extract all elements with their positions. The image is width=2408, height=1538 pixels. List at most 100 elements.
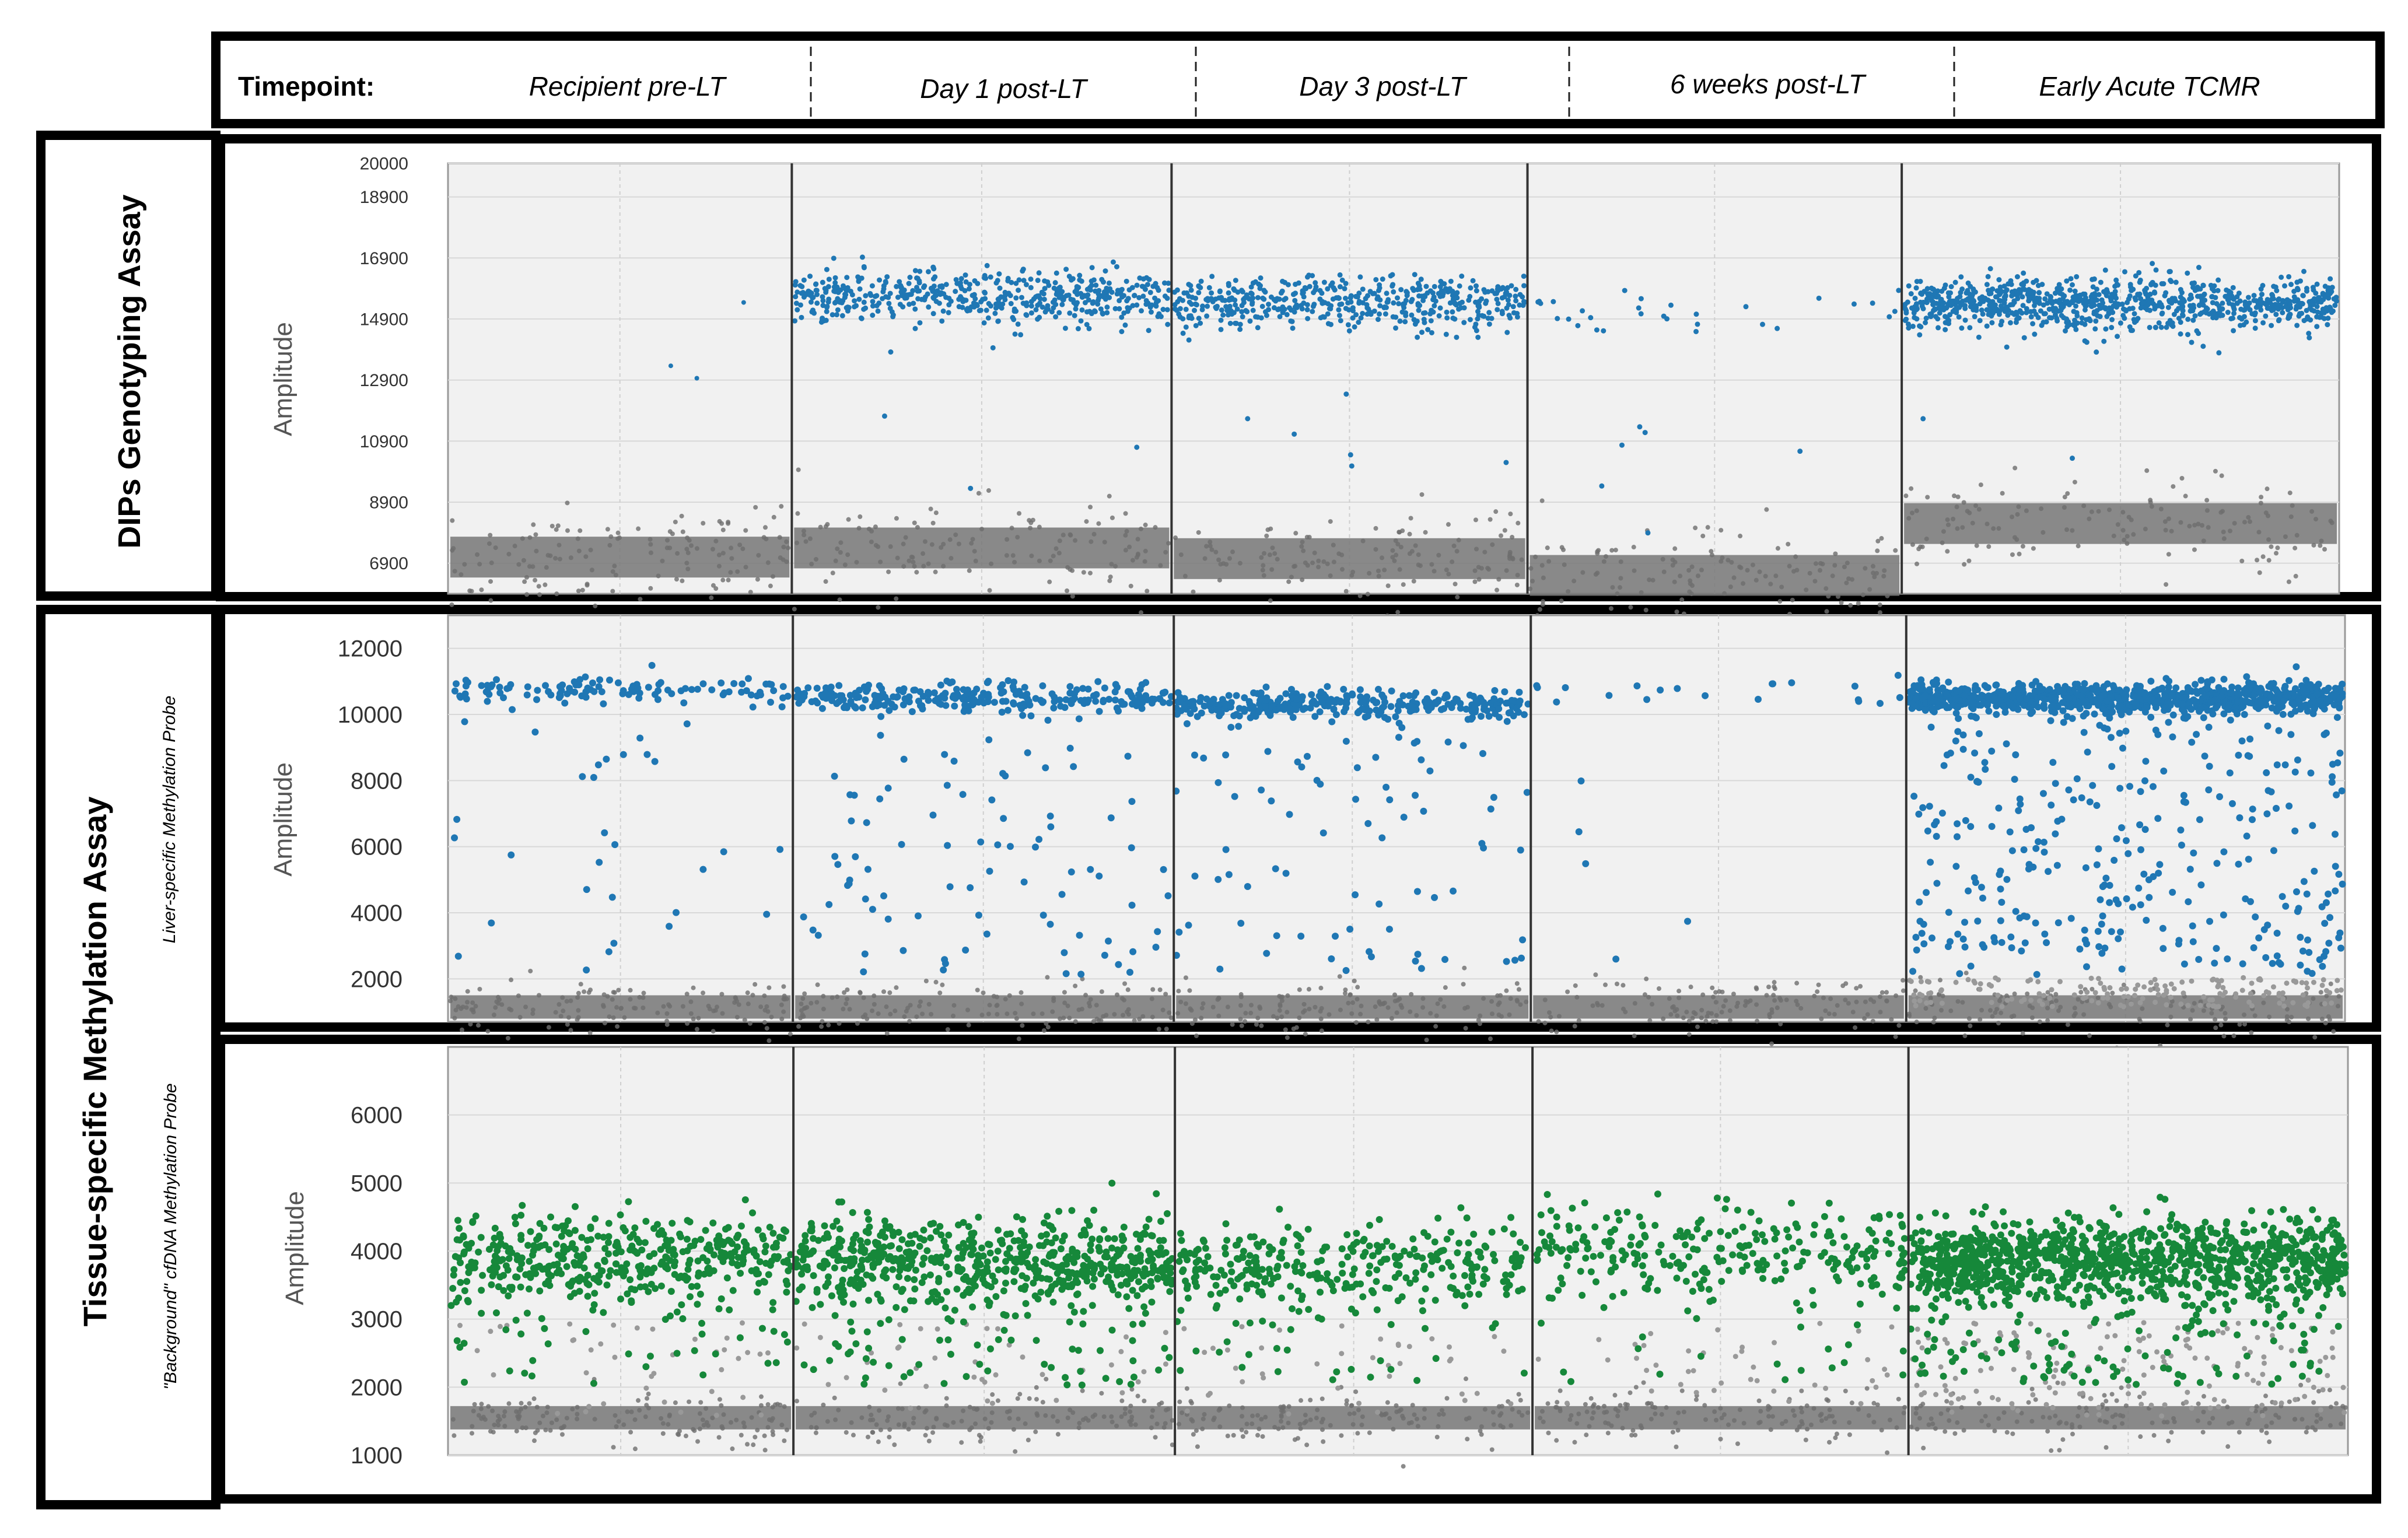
positive-droplet (1550, 299, 1556, 304)
positive-droplet (991, 699, 998, 706)
negative-droplet (2336, 994, 2342, 999)
negative-droplet (1835, 594, 1840, 599)
negative-droplet (1777, 599, 1783, 604)
positive-droplet (1289, 318, 1295, 324)
positive-droplet (1414, 318, 1420, 324)
positive-droplet (2163, 290, 2169, 296)
positive-droplet (1036, 270, 1042, 276)
negative-droplet (488, 579, 494, 584)
negative-droplet (2260, 554, 2266, 559)
positive-droplet (2227, 291, 2232, 297)
negative-droplet (801, 528, 806, 534)
negative-droplet (803, 1006, 808, 1011)
positive-droplet (2276, 296, 2282, 302)
positive-droplet (1084, 321, 1090, 327)
negative-droplet (953, 532, 958, 537)
negative-droplet (1573, 983, 1578, 988)
negative-droplet (1542, 997, 1548, 1003)
positive-droplet (992, 310, 998, 316)
negative-droplet (1997, 998, 2002, 1003)
negative-droplet (1755, 1018, 1760, 1024)
positive-droplet (1913, 285, 1919, 291)
positive-droplet (1282, 700, 1289, 708)
negative-droplet (1316, 565, 1321, 570)
negative-droplet (1794, 980, 1800, 986)
positive-droplet (1352, 324, 1357, 330)
rain-droplet (1294, 758, 1301, 766)
positive-droplet (1409, 312, 1415, 318)
positive-droplet (1129, 285, 1135, 290)
negative-droplet (1546, 559, 1552, 564)
negative-droplet (1915, 561, 1920, 566)
negative-droplet (1661, 1016, 1666, 1021)
negative-droplet (745, 990, 750, 996)
positive-droplet (1093, 691, 1100, 698)
positive-droplet (2298, 278, 2304, 284)
rain-droplet (1395, 734, 1402, 741)
negative-droplet (701, 521, 706, 526)
positive-droplet (1657, 686, 1664, 694)
negative-droplet (858, 990, 863, 995)
positive-droplet (2161, 281, 2166, 287)
negative-droplet (2027, 1003, 2032, 1008)
negative-droplet (648, 542, 653, 547)
negative-droplet (1238, 1003, 1243, 1008)
positive-droplet (1993, 710, 2000, 718)
positive-droplet (1278, 290, 1284, 296)
positive-droplet (2073, 294, 2078, 300)
positive-droplet (2126, 296, 2132, 302)
rain-droplet (1413, 888, 1421, 895)
negative-droplet (1614, 981, 1619, 986)
positive-droplet (895, 295, 901, 300)
positive-droplet (1281, 297, 1287, 303)
rain-droplet (2218, 978, 2224, 983)
timepoint-header: Timepoint: Recipient pre-LT Day 1 post-L… (211, 31, 2385, 128)
negative-droplet (748, 590, 753, 595)
negative-droplet (929, 1011, 934, 1017)
positive-droplet (2190, 285, 2196, 290)
negative-droplet (917, 1004, 922, 1009)
negative-droplet (1738, 565, 1744, 570)
rain-droplet (990, 345, 996, 351)
positive-droplet (1471, 702, 1479, 710)
negative-droplet (965, 1007, 970, 1013)
negative-droplet (2015, 512, 2020, 517)
rain-droplet (1046, 812, 1054, 820)
positive-droplet (1310, 309, 1315, 314)
rain-droplet (2178, 1001, 2184, 1007)
rain-droplet (1410, 739, 1418, 747)
negative-droplet (1609, 548, 1615, 553)
positive-droplet (1296, 280, 1301, 286)
negative-droplet (1699, 1007, 1704, 1013)
negative-droplet (527, 535, 533, 540)
negative-droplet (1194, 1033, 1199, 1038)
negative-droplet (1275, 1015, 1280, 1021)
positive-droplet (820, 303, 826, 309)
negative-droplet (2149, 504, 2154, 509)
positive-droplet (1231, 288, 1237, 293)
positive-droplet (831, 255, 836, 261)
rain-droplet (461, 718, 468, 726)
negative-droplet (1689, 564, 1695, 569)
positive-droplet (1219, 307, 1224, 313)
positive-droplet (1448, 288, 1454, 294)
positive-droplet (2074, 320, 2080, 326)
negative-droplet (1754, 1002, 1759, 1007)
positive-droplet (1019, 712, 1027, 719)
negative-droplet (729, 556, 734, 561)
positive-droplet (1504, 330, 1510, 335)
negative-droplet (1278, 1002, 1283, 1007)
positive-droplet (1227, 296, 1233, 302)
negative-droplet (1142, 559, 1147, 564)
positive-droplet (1457, 283, 1462, 289)
negative-droplet (1355, 985, 1360, 990)
positive-droplet (500, 694, 508, 702)
positive-droplet (1902, 302, 1908, 307)
positive-droplet (937, 700, 945, 708)
negative-droplet (1215, 997, 1220, 1002)
positive-droplet (1392, 713, 1399, 721)
positive-droplet (2241, 710, 2248, 718)
rain-droplet (1376, 900, 1383, 908)
positive-droplet (917, 320, 923, 325)
negative-droplet (1061, 1015, 1066, 1021)
